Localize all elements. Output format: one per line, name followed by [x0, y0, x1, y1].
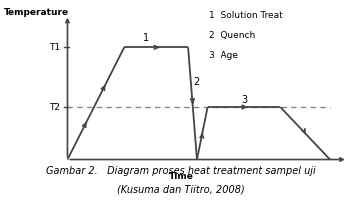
Text: 2: 2	[193, 77, 199, 87]
Text: (Kusuma dan Tiitro, 2008): (Kusuma dan Tiitro, 2008)	[117, 185, 245, 195]
Text: T2: T2	[49, 103, 60, 111]
Text: Temperature: Temperature	[4, 7, 69, 16]
Text: Gambar 2.   Diagram proses heat treatment sampel uji: Gambar 2. Diagram proses heat treatment …	[46, 166, 316, 176]
Text: T1: T1	[49, 43, 60, 52]
Text: 3: 3	[242, 95, 248, 105]
Text: 1  Solution Treat: 1 Solution Treat	[209, 11, 283, 20]
Text: 1: 1	[143, 33, 148, 43]
Text: 3  Age: 3 Age	[209, 51, 239, 60]
Text: Time: Time	[169, 172, 193, 181]
Text: 2  Quench: 2 Quench	[209, 31, 256, 40]
